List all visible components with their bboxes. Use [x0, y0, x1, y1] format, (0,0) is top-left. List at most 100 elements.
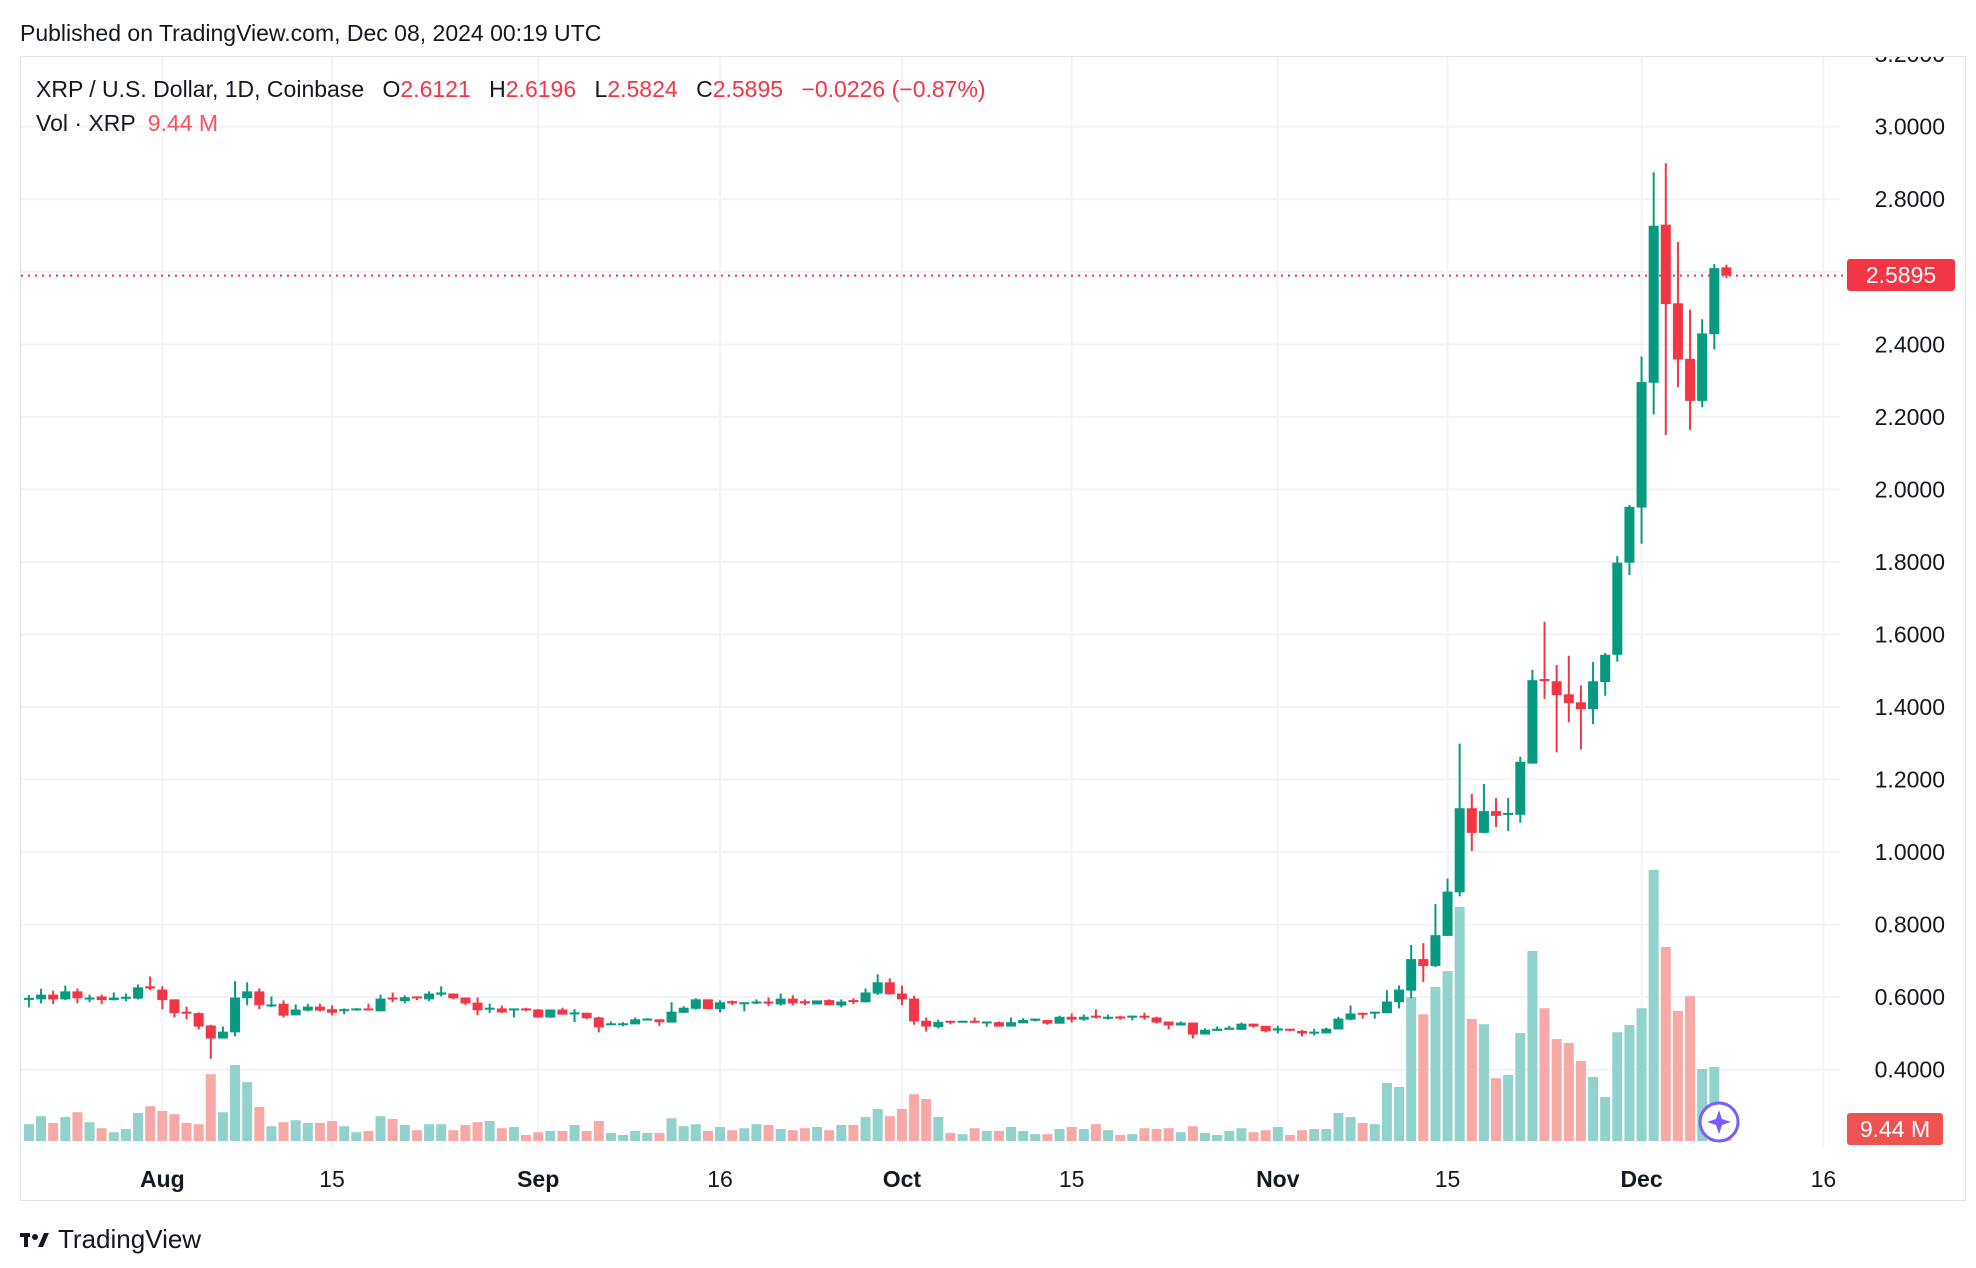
volume-bar — [145, 1106, 156, 1141]
volume-bar — [1260, 1130, 1271, 1141]
candle-body — [460, 997, 471, 1004]
candle-body — [48, 994, 59, 1000]
candle-body — [96, 996, 107, 1001]
candle-body — [1672, 303, 1683, 360]
volume-bar — [1321, 1129, 1332, 1141]
candle-body — [1648, 225, 1659, 383]
candle-body — [363, 1008, 374, 1011]
volume-bar — [387, 1119, 398, 1141]
volume-bar — [1066, 1127, 1077, 1141]
volume-bar — [618, 1135, 629, 1141]
candle-body — [1139, 1015, 1150, 1018]
volume-bar — [993, 1131, 1004, 1141]
candle-body — [1697, 333, 1708, 401]
volume-bar — [751, 1124, 762, 1141]
candle-body — [1115, 1016, 1126, 1019]
candle-body — [436, 992, 447, 995]
volume-bar — [1127, 1134, 1138, 1141]
candle-body — [484, 1007, 495, 1010]
volume-bar — [921, 1099, 932, 1141]
price-tick-label: 1.2000 — [1875, 767, 1945, 793]
volume-bar — [666, 1118, 677, 1141]
candle-body — [775, 998, 786, 1005]
candle-body — [945, 1020, 956, 1023]
volume-bar — [448, 1130, 459, 1141]
volume-bar — [254, 1107, 265, 1141]
candle-body — [36, 994, 47, 1000]
candle-body — [1030, 1018, 1041, 1021]
volume-bar — [1297, 1130, 1308, 1141]
volume-bar — [133, 1113, 144, 1141]
candle-body — [84, 997, 95, 1000]
sparkle-circle-icon[interactable] — [1698, 1101, 1740, 1143]
volume-bar — [327, 1121, 338, 1141]
volume-bar — [1466, 1019, 1477, 1141]
volume-bar — [1563, 1043, 1574, 1141]
candle-body — [133, 987, 144, 999]
candle-body — [993, 1022, 1004, 1027]
candle-body — [1357, 1012, 1368, 1015]
time-tick-label: Oct — [883, 1166, 922, 1192]
volume-bar — [1527, 951, 1538, 1141]
candle-body — [1600, 654, 1611, 682]
footer: TradingView — [20, 1224, 201, 1255]
time-axis[interactable]: Aug 15 Sep 16 Oct 15 Nov 15 Dec 16 — [140, 1166, 1836, 1192]
volume-bar — [266, 1126, 277, 1141]
volume-bar — [314, 1123, 325, 1141]
volume-bar — [787, 1130, 798, 1141]
candle-body — [1151, 1017, 1162, 1023]
candle-body — [1369, 1011, 1380, 1014]
volume-bar — [23, 1124, 34, 1141]
volume-bar — [1394, 1087, 1405, 1141]
volume-bar — [1175, 1132, 1186, 1141]
volume-bar — [108, 1132, 119, 1141]
candle-body — [1430, 935, 1441, 966]
volume-bar — [727, 1130, 738, 1141]
candle-body — [1236, 1023, 1247, 1030]
low-label: L — [594, 76, 608, 102]
last-price-tag-bg — [1847, 259, 1955, 291]
candle-body — [690, 999, 701, 1009]
candle-body — [1418, 959, 1429, 966]
candle-body — [727, 1001, 738, 1004]
candle-body — [399, 997, 410, 1002]
volume-bar — [593, 1121, 604, 1141]
volume-bar — [169, 1114, 180, 1141]
volume-bar — [654, 1133, 665, 1141]
volume-bar — [181, 1123, 192, 1141]
volume-bar — [569, 1125, 580, 1141]
close-value: 2.5895 — [712, 76, 784, 102]
volume-bar — [812, 1127, 823, 1141]
candle-body — [751, 1001, 762, 1004]
candle-body — [896, 993, 907, 1000]
candle-body — [884, 982, 895, 995]
candle-body — [824, 1000, 835, 1006]
candle-body — [1575, 702, 1586, 710]
volume-bar — [496, 1128, 507, 1141]
candle-body — [1515, 761, 1526, 815]
candle-body — [327, 1009, 338, 1013]
volume-bar — [1357, 1123, 1368, 1141]
volume-bar — [278, 1122, 289, 1141]
volume-bar — [1515, 1033, 1526, 1141]
price-axis[interactable]: 3.2000 3.0000 2.8000 2.4000 2.2000 2.0000 1.80… — [1875, 41, 1945, 1083]
candle-body — [1103, 1016, 1114, 1019]
candle-body — [848, 1000, 859, 1003]
volume-bar — [1272, 1127, 1283, 1141]
candle-body — [1588, 681, 1599, 710]
candle-body — [1660, 224, 1671, 305]
volume-bar — [1018, 1131, 1029, 1141]
time-tick-label: 15 — [1059, 1166, 1085, 1192]
candle-body — [1394, 989, 1405, 1003]
candle-body — [1163, 1021, 1174, 1026]
volume-bar — [1090, 1124, 1101, 1141]
candle-body — [1721, 267, 1732, 276]
candle-body — [496, 1008, 507, 1013]
price-tick-label: 1.8000 — [1875, 549, 1945, 575]
volume-bar — [1333, 1113, 1344, 1141]
volume-bar — [472, 1122, 483, 1141]
volume-bar — [557, 1131, 568, 1141]
candle-body — [909, 998, 920, 1022]
candle-body — [508, 1008, 519, 1011]
